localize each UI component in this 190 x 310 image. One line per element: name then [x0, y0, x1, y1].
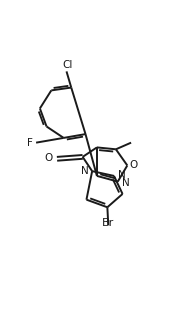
Text: O: O [45, 153, 53, 163]
Text: N: N [122, 178, 129, 188]
Text: O: O [130, 161, 138, 171]
Text: N: N [118, 170, 125, 180]
Text: Br: Br [102, 218, 114, 228]
Text: F: F [27, 138, 33, 148]
Text: Cl: Cl [62, 60, 73, 69]
Text: N: N [81, 166, 88, 175]
